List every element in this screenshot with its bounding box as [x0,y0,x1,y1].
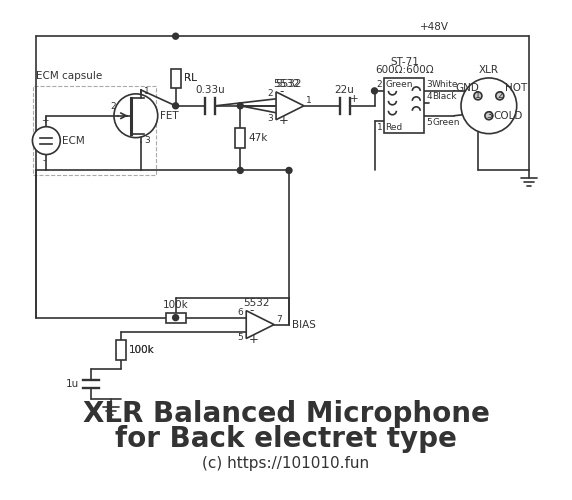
Bar [116,340,126,360]
Polygon shape [246,310,274,338]
Text: ECM capsule: ECM capsule [37,71,102,81]
Text: XLR Balanced Microphone: XLR Balanced Microphone [82,400,490,428]
Text: 100k: 100k [129,346,154,356]
Circle shape [372,88,378,94]
Text: ST-71: ST-71 [390,56,419,66]
Bar [33,86,156,176]
Text: Black: Black [432,92,456,101]
Circle shape [474,92,482,100]
Text: Green: Green [386,80,413,89]
Text: HOT: HOT [505,83,527,93]
Text: 3: 3 [426,80,432,89]
Text: RL: RL [184,74,196,84]
Text: +: + [249,332,259,345]
Circle shape [286,168,292,173]
Circle shape [33,126,60,154]
Circle shape [114,94,158,138]
Polygon shape [276,92,304,120]
Bar [166,312,185,322]
Bar [384,78,424,133]
Circle shape [173,33,178,39]
Text: ECM: ECM [62,136,85,145]
Text: 1: 1 [306,96,312,105]
Text: FET: FET [160,111,178,120]
Text: 3: 3 [486,112,492,120]
Text: 2: 2 [110,102,116,111]
Text: -: - [43,156,46,166]
Text: 1: 1 [144,87,149,96]
Text: 100k: 100k [129,346,154,356]
Text: RL: RL [184,74,196,84]
Bar [170,68,181,88]
Text: +48V: +48V [420,22,448,32]
Text: 22u: 22u [335,85,355,95]
Circle shape [173,314,178,320]
Text: 600Ω:600Ω: 600Ω:600Ω [375,66,434,76]
Text: 6: 6 [237,308,243,316]
Text: 1: 1 [475,92,481,100]
Text: 5: 5 [237,332,243,342]
Text: BIAS: BIAS [292,320,316,330]
Text: +: + [279,114,289,127]
Text: 2: 2 [377,80,383,89]
Circle shape [485,112,493,120]
Circle shape [461,78,517,134]
Text: -: - [279,85,283,98]
Text: 5532: 5532 [243,298,269,308]
Text: 7: 7 [276,314,282,324]
Text: +: + [349,94,358,104]
Text: 100k: 100k [163,300,189,310]
Text: Green: Green [432,118,460,126]
Text: 5532: 5532 [273,79,299,89]
Circle shape [496,92,504,100]
Text: GND: GND [455,83,479,93]
Text: (c) https://101010.fun: (c) https://101010.fun [202,456,370,471]
Text: 2: 2 [497,92,503,100]
Text: 1u: 1u [66,379,79,389]
Text: 4: 4 [426,92,432,101]
Text: -: - [249,304,253,316]
Bar [235,128,245,148]
Text: +: + [41,116,48,124]
Text: 5: 5 [426,118,432,126]
Text: for Back electret type: for Back electret type [115,425,457,453]
Text: White: White [432,80,459,89]
Text: COLD: COLD [494,111,523,120]
Text: XLR: XLR [479,65,499,75]
Text: 1: 1 [377,122,383,132]
Text: 2: 2 [268,89,273,98]
Text: 0.33u: 0.33u [196,85,225,95]
Text: 3: 3 [267,114,273,123]
Text: 47k: 47k [248,133,268,143]
Text: 5532: 5532 [275,79,301,89]
Circle shape [173,103,178,109]
Text: 3: 3 [144,136,149,144]
Text: Red: Red [386,122,403,132]
Circle shape [237,168,243,173]
Circle shape [237,103,243,109]
